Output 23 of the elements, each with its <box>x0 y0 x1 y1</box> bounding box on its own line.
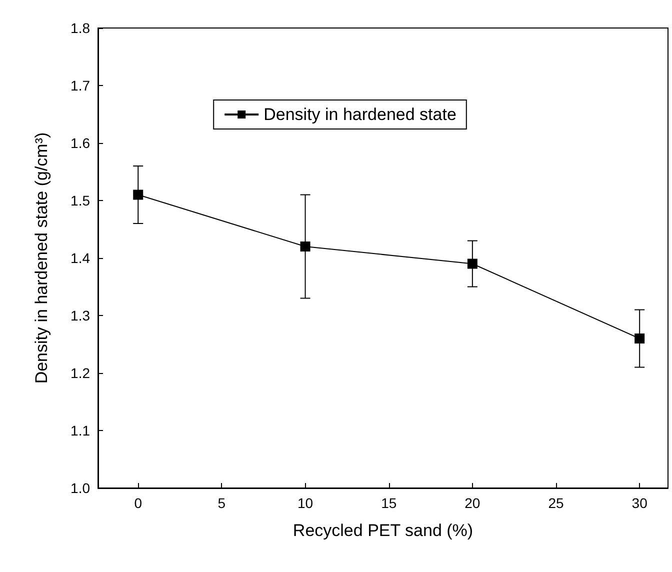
x-tick-label: 20 <box>464 495 480 511</box>
y-tick-label: 1.4 <box>70 250 90 266</box>
x-tick-label: 25 <box>548 495 564 511</box>
x-axis-title: Recycled PET sand (%) <box>292 521 474 540</box>
x-tick-label: 10 <box>297 495 314 511</box>
y-axis-title: Density in hardened state (g/cm³) <box>32 132 51 384</box>
point <box>300 242 310 252</box>
y-tick-label: 1.2 <box>70 365 90 381</box>
y-tick-label: 1.0 <box>70 480 90 496</box>
y-tick-label: 1.5 <box>70 192 90 208</box>
y-tick-label: 1.8 <box>70 20 90 36</box>
y-tick-label: 1.6 <box>70 135 90 151</box>
x-tick-label: 30 <box>632 495 648 511</box>
x-tick-label: 5 <box>218 495 226 511</box>
x-tick-label: 0 <box>134 495 142 511</box>
legend-label: Density in hardened state <box>264 105 456 124</box>
y-tick-label: 1.7 <box>70 78 90 94</box>
y-tick-label: 1.3 <box>70 308 90 324</box>
point <box>133 190 144 200</box>
point <box>634 334 645 344</box>
point <box>467 258 478 269</box>
y-tick-label: 1.1 <box>70 422 90 438</box>
x-tick-label: 15 <box>381 495 397 511</box>
